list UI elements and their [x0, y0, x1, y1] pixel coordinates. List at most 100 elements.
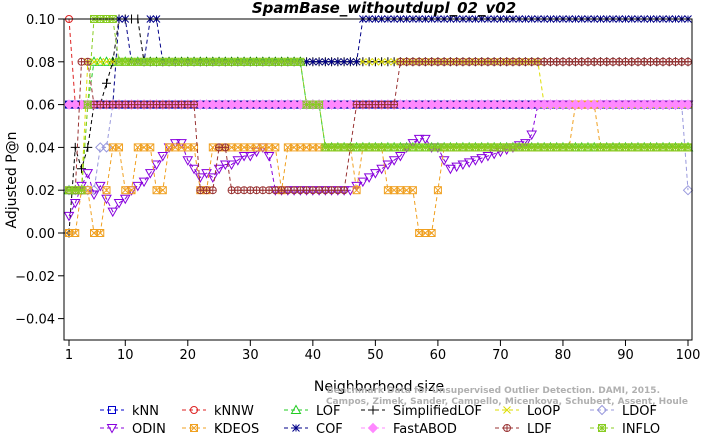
data-point	[463, 158, 475, 168]
x-tick-label: 40	[305, 348, 322, 363]
data-point	[171, 143, 180, 152]
data-point	[146, 143, 155, 152]
data-point	[457, 160, 469, 171]
data-point	[521, 143, 530, 152]
data-point	[571, 143, 580, 152]
data-point	[213, 164, 225, 175]
data-point	[384, 57, 392, 66]
data-point	[365, 57, 373, 66]
x-tick-label: 20	[180, 348, 197, 363]
data-point	[221, 143, 229, 151]
data-point	[121, 186, 130, 195]
data-point	[271, 143, 280, 152]
data-point	[665, 143, 674, 152]
data-point	[71, 229, 80, 237]
data-point	[140, 57, 148, 66]
data-point	[83, 100, 92, 109]
data-point	[438, 156, 450, 166]
legend-label: KDEOS	[214, 422, 259, 434]
x-tick-label: 10	[117, 348, 134, 363]
data-point	[96, 57, 105, 66]
data-point	[470, 156, 481, 166]
data-point	[677, 143, 686, 152]
data-point	[221, 57, 230, 66]
data-point	[352, 143, 361, 152]
data-point	[352, 186, 361, 195]
data-point	[433, 186, 442, 195]
data-point	[490, 143, 499, 152]
watermark-line-1: Benchmark Data for Unsupervised Outlier …	[327, 386, 660, 396]
y-tick-label: 0.02	[26, 184, 55, 199]
data-point	[388, 156, 400, 166]
data-point	[615, 143, 624, 152]
data-point	[102, 57, 111, 66]
legend-label: LOF	[316, 404, 341, 419]
legend-item-ldf: LDF	[495, 422, 552, 434]
y-tick-label: −0.02	[15, 270, 55, 285]
data-point	[334, 143, 342, 152]
data-point	[96, 229, 105, 237]
plot-area	[63, 14, 694, 238]
data-point	[144, 169, 156, 179]
data-point	[258, 57, 267, 66]
legend-item-cof: COF	[284, 422, 343, 434]
y-tick-label: 0.00	[26, 227, 55, 242]
data-point	[296, 143, 305, 152]
data-point	[302, 143, 311, 152]
data-point	[565, 143, 574, 152]
data-point	[208, 57, 217, 66]
data-point	[190, 424, 198, 432]
data-point	[263, 151, 275, 162]
data-point	[102, 186, 111, 195]
data-point	[534, 143, 542, 152]
data-point	[359, 143, 367, 152]
data-point	[646, 143, 655, 152]
data-point	[65, 229, 73, 237]
data-point	[315, 57, 323, 66]
data-point	[382, 160, 394, 171]
data-point	[190, 101, 198, 109]
legend-label: LDOF	[622, 404, 657, 419]
data-point	[138, 177, 150, 188]
data-point	[427, 143, 436, 152]
data-point	[602, 143, 611, 152]
data-point	[271, 57, 280, 66]
legend-item-odin: ODIN	[100, 422, 166, 434]
data-point	[465, 143, 474, 152]
legend-label: LoOP	[527, 404, 560, 419]
data-point	[190, 406, 198, 414]
data-point	[233, 57, 242, 66]
chart-title: SpamBase_withoutdupl_02_v02	[252, 0, 516, 17]
data-point	[357, 177, 369, 188]
data-point	[115, 143, 123, 152]
legend-label: INFLO	[622, 422, 660, 434]
data-point	[371, 57, 380, 66]
data-point	[415, 143, 423, 152]
data-point	[552, 143, 561, 152]
data-point	[94, 181, 106, 192]
data-point	[596, 143, 605, 152]
legend: kNN kNNW LOF SimplifiedLOF LoOP LDOF ODIN KDEOS…	[100, 404, 660, 434]
y-tick-label: 0.04	[26, 141, 55, 156]
x-tick-label: 100	[676, 348, 701, 363]
data-point	[165, 143, 174, 152]
data-point	[346, 143, 355, 152]
data-point	[446, 143, 455, 152]
data-point	[621, 143, 630, 152]
data-point	[246, 143, 255, 152]
data-point	[140, 143, 149, 152]
data-point	[177, 57, 186, 66]
data-point	[671, 143, 680, 152]
x-tick-label: 80	[555, 348, 572, 363]
data-point	[244, 151, 256, 162]
data-point	[496, 143, 505, 152]
data-point	[308, 100, 317, 109]
data-point	[69, 199, 81, 209]
data-point	[302, 57, 311, 66]
data-point	[452, 143, 461, 152]
data-point	[409, 186, 417, 195]
data-point	[590, 143, 599, 152]
data-point	[396, 143, 405, 152]
legend-label: kNN	[132, 404, 159, 419]
legend-label: LDF	[527, 422, 552, 434]
